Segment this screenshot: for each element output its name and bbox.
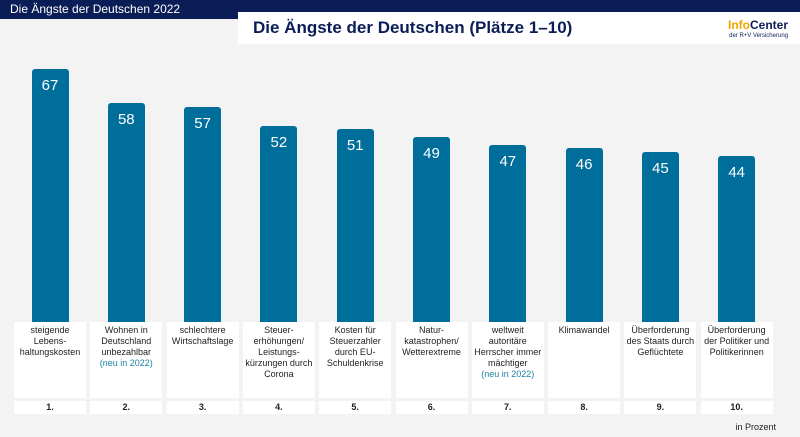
bar — [565, 148, 603, 322]
bar-value-label: 47 — [499, 152, 517, 170]
bar — [718, 155, 756, 322]
bar — [336, 129, 374, 322]
bar-value-label: 44 — [728, 163, 746, 181]
header-title: Die Ängste der Deutschen 2022 — [10, 2, 181, 16]
bar-value-label: 52 — [270, 133, 288, 151]
category-label: Kosten für Steuerzahler durch EU-Schulde… — [319, 322, 392, 398]
rank-label: 7. — [471, 401, 544, 414]
bar-value-label: 45 — [652, 160, 669, 178]
chart-title: Die Ängste der Deutschen (Plätze 1–10) — [253, 18, 573, 37]
category-text: Wohnen in Deutschland unbezahlbar — [101, 325, 152, 357]
category-text: schlechtere Wirtschaftslage — [171, 325, 234, 346]
category-text: Steuer-erhöhungen/ Leistungs-kürzungen d… — [245, 325, 313, 379]
bar — [260, 125, 298, 322]
category-label: Überforderung des Staats durch Geflüchte… — [624, 322, 697, 398]
category-label: Steuer-erhöhungen/ Leistungs-kürzungen d… — [242, 322, 315, 398]
category-note: (neu in 2022) — [481, 369, 535, 379]
category-text: weltweit autoritäre Herrscher immer mäch… — [474, 325, 542, 368]
rank-label: 5. — [319, 401, 392, 414]
infocenter-logo: InfoCenter der R+V Versicherung — [728, 16, 788, 39]
logo-sub: der R+V Versicherung — [729, 33, 788, 39]
category-label: weltweit autoritäre Herrscher immer mäch… — [471, 322, 544, 398]
bar — [489, 144, 527, 322]
rank-label: 2. — [90, 401, 163, 414]
rank-label: 6. — [395, 401, 468, 414]
rank-label: 8. — [548, 401, 621, 414]
bar-value-label: 49 — [423, 144, 440, 162]
category-label: Klimawandel — [548, 322, 621, 398]
rank-label: 1. — [14, 401, 86, 414]
logo-part2: Center — [749, 18, 788, 32]
category-note: (neu in 2022) — [99, 358, 153, 368]
category-text: Klimawandel — [558, 325, 610, 335]
logo-part1: Info — [727, 18, 750, 32]
rank-label: 3. — [166, 401, 239, 414]
bar — [184, 106, 222, 322]
category-label: Natur-katastrophen/ Wetterextreme — [395, 322, 468, 398]
bar — [413, 136, 450, 322]
bar-value-label: 46 — [575, 156, 593, 174]
bar — [641, 152, 679, 322]
rank-label: 4. — [242, 401, 315, 414]
category-label: schlechtere Wirtschaftslage — [166, 322, 239, 398]
category-text: Überforderung der Politiker und Politike… — [704, 325, 770, 357]
rank-label: 9. — [624, 401, 697, 414]
category-text: Natur-katastrophen/ Wetterextreme — [402, 325, 461, 357]
bar-value-label: 57 — [194, 114, 211, 132]
rank-label: 10. — [700, 401, 773, 414]
bar-value-label: 51 — [346, 137, 364, 155]
bar-value-label: 67 — [41, 77, 59, 94]
bar — [107, 102, 145, 322]
title-box: Die Ängste der Deutschen (Plätze 1–10) I… — [238, 12, 800, 44]
category-text: Überforderung des Staats durch Geflüchte… — [626, 325, 695, 357]
category-label: Überforderung der Politiker und Politike… — [700, 322, 773, 398]
category-label: Wohnen in Deutschland unbezahlbar (neu in… — [90, 322, 163, 398]
bar — [31, 69, 69, 322]
bar-value-label: 58 — [117, 110, 135, 128]
category-text: steigende Lebens-haltungskosten — [19, 325, 81, 357]
unit-label: in Prozent — [735, 422, 776, 432]
category-text: Kosten für Steuerzahler durch EU-Schulde… — [326, 325, 384, 368]
category-label: steigende Lebens-haltungskosten — [14, 322, 86, 398]
